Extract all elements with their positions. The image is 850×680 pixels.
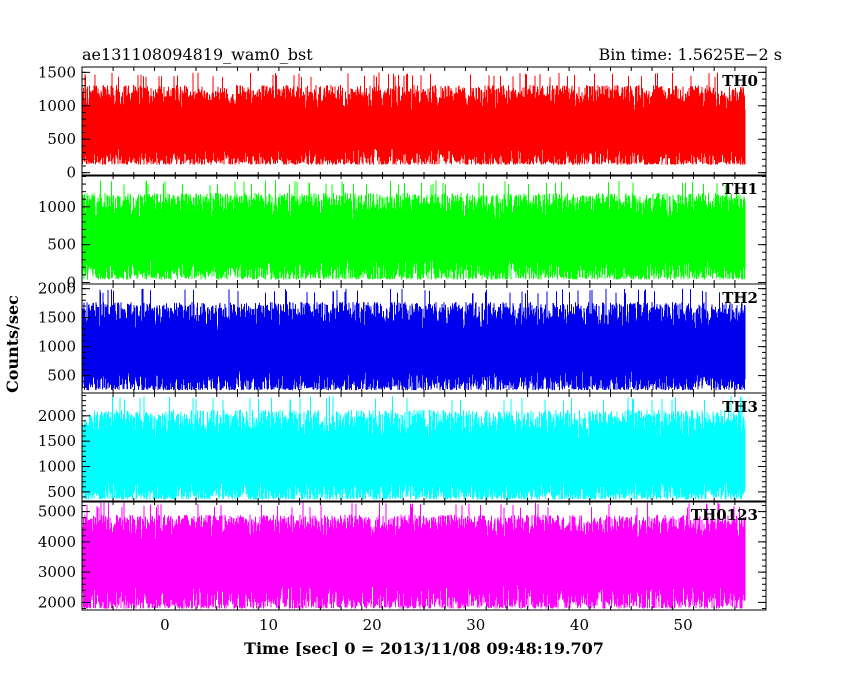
y-tick-label-th3: 2000 <box>38 407 76 425</box>
panels-group: TH0050010001500TH105001000TH250010001500… <box>38 63 767 634</box>
x-tick-label: 40 <box>570 616 589 634</box>
series-th1 <box>82 180 746 280</box>
y-tick-label-th0123: 5000 <box>38 503 76 521</box>
series-th2 <box>82 288 746 391</box>
y-tick-label-th2: 2000 <box>38 280 76 298</box>
y-axis-label: Counts/sec <box>3 295 22 393</box>
series-th0123 <box>82 502 746 609</box>
y-tick-label-th0: 1000 <box>38 97 76 115</box>
panel-label-th2: TH2 <box>722 289 758 307</box>
y-tick-label-th0: 1500 <box>38 63 76 81</box>
x-tick-label: 30 <box>466 616 485 634</box>
panel-label-th0: TH0 <box>722 72 758 90</box>
y-tick-label-th0123: 3000 <box>38 563 76 581</box>
x-tick-label: 10 <box>259 616 278 634</box>
panel-label-th0123: TH0123 <box>691 506 758 524</box>
chart-title: ae131108094819_wam0_bst <box>82 45 313 64</box>
x-tick-label: 0 <box>160 616 170 634</box>
y-tick-label-th0123: 4000 <box>38 533 76 551</box>
y-tick-label-th3: 1000 <box>38 458 76 476</box>
y-tick-label-th1: 0 <box>66 273 76 291</box>
y-tick-label-th2: 1500 <box>38 309 76 327</box>
y-tick-label-th3: 500 <box>47 483 76 501</box>
series-th3 <box>82 395 746 500</box>
y-tick-label-th0123: 2000 <box>38 593 76 611</box>
y-tick-label-th1: 1000 <box>38 198 76 216</box>
panel-label-th1: TH1 <box>722 180 758 198</box>
y-tick-label-th2: 1000 <box>38 338 76 356</box>
bin-time-label: Bin time: 1.5625E−2 s <box>599 45 782 64</box>
y-tick-label-th3: 1500 <box>38 432 76 450</box>
series-th0 <box>82 72 746 165</box>
x-tick-label: 20 <box>363 616 382 634</box>
x-tick-label: 50 <box>674 616 693 634</box>
panel-label-th3: TH3 <box>722 398 758 416</box>
y-tick-label-th2: 500 <box>47 367 76 385</box>
y-tick-label-th1: 500 <box>47 236 76 254</box>
x-axis-label: Time [sec] 0 = 2013/11/08 09:48:19.707 <box>244 639 604 658</box>
y-tick-label-th0: 500 <box>47 130 76 148</box>
y-tick-label-th0: 0 <box>66 164 76 182</box>
